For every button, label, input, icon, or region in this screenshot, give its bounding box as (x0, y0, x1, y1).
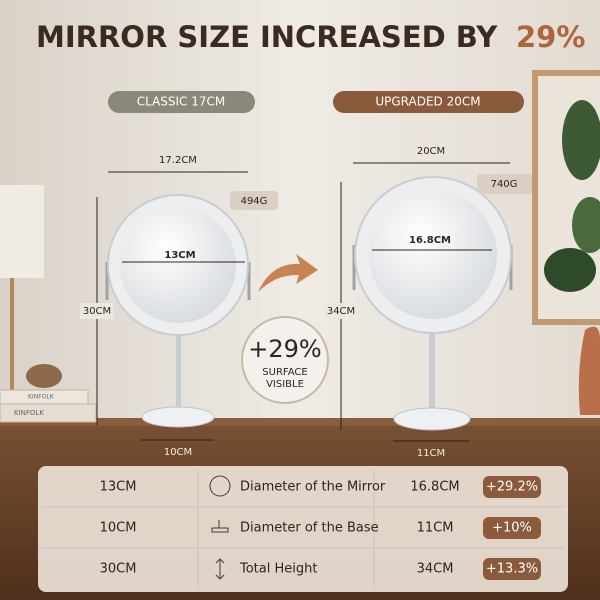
badge-text: SURFACE (262, 367, 307, 378)
leaf (562, 100, 600, 180)
classic-height: 30CM (83, 306, 111, 317)
table-lines (42, 470, 564, 588)
feature: Total Height (239, 562, 317, 577)
weight-box (477, 174, 532, 194)
icon-mirror (209, 475, 231, 497)
mirror-stand (429, 325, 435, 411)
icon-base (211, 520, 229, 533)
new-value: 11CM (417, 521, 454, 536)
upgraded-weight: 740G (491, 179, 518, 190)
icon-height (215, 558, 225, 580)
upgraded-height: 34CM (327, 306, 355, 317)
upgraded-label: UPGRADED 20CM (375, 95, 480, 109)
upgraded-width: 20CM (417, 146, 445, 157)
book (0, 403, 97, 423)
comparison-table (38, 466, 568, 592)
mirror-glass (369, 191, 497, 319)
book-title: KINFOLK (28, 394, 55, 401)
old-value: 30CM (100, 562, 137, 577)
weight-box (230, 191, 278, 210)
classic-mirror: 13CM (164, 250, 195, 261)
increase: +10% (492, 521, 532, 536)
increase-pill (483, 558, 541, 580)
label-bg (324, 303, 358, 319)
upgraded-mirror: 16.8CM (409, 235, 451, 246)
classic-weight: 494G (241, 196, 268, 207)
increase: +29.2% (486, 480, 538, 495)
feature: Diameter of the Base (240, 521, 379, 536)
new-value: 16.8CM (410, 480, 459, 495)
arrow (258, 254, 318, 292)
upgraded-base: 11CM (417, 448, 445, 459)
vase (578, 326, 600, 415)
title-highlight: 29% (516, 20, 585, 54)
dresser-top (0, 418, 600, 426)
badge (241, 316, 329, 404)
label-pill (108, 91, 255, 113)
classic-label: CLASSIC 17CM (137, 95, 226, 109)
lamp-shade (0, 185, 44, 278)
increase-pill (483, 476, 541, 498)
increase-pill (483, 517, 541, 539)
bowl (26, 364, 62, 388)
leaf (544, 248, 596, 292)
classic-base: 10CM (164, 447, 192, 458)
mirror-stand (176, 325, 181, 410)
label-bg (80, 303, 114, 319)
mirror-base (141, 406, 215, 428)
mirror-glass (120, 207, 236, 323)
feature: Diameter of the Mirror (240, 480, 386, 495)
badge-text: VISIBLE (266, 379, 304, 390)
label-pill (333, 91, 524, 113)
leaf (572, 197, 600, 253)
badge-value: +29% (248, 335, 321, 363)
mirror-base (393, 407, 471, 431)
old-value: 10CM (100, 521, 137, 536)
new-value: 34CM (417, 562, 454, 577)
old-value: 13CM (100, 480, 137, 495)
book-title: KINFOLK (14, 409, 44, 417)
title: MIRROR SIZE INCREASED BY (36, 20, 498, 54)
classic-width: 17.2CM (159, 155, 197, 166)
lamp-stand (10, 278, 14, 398)
increase: +13.3% (486, 562, 538, 577)
